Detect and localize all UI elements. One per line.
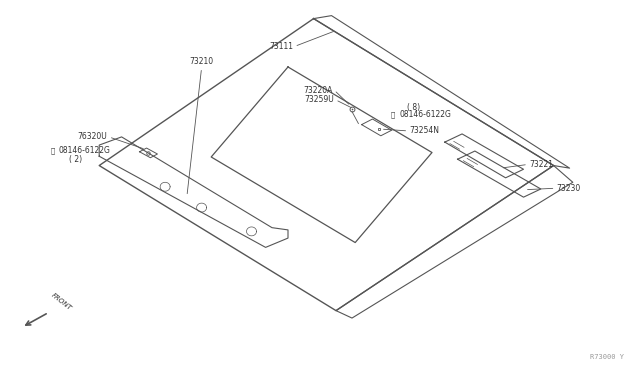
Text: Ⓑ: Ⓑ	[391, 111, 395, 118]
Text: 73220A: 73220A	[303, 86, 333, 94]
Text: 73254N: 73254N	[410, 126, 440, 135]
Text: FRONT: FRONT	[50, 292, 72, 311]
Text: R73000 Y: R73000 Y	[590, 354, 624, 360]
Text: 08146-6122G: 08146-6122G	[399, 110, 451, 119]
Text: 76320U: 76320U	[78, 132, 108, 141]
Text: 73210: 73210	[189, 57, 214, 66]
Text: 73111: 73111	[269, 42, 293, 51]
Text: 73259U: 73259U	[305, 95, 334, 104]
Text: 08146-6122G: 08146-6122G	[59, 146, 111, 155]
Text: 73230: 73230	[557, 184, 581, 193]
Text: 73221: 73221	[529, 160, 553, 169]
Text: ( 2): ( 2)	[69, 155, 83, 164]
Text: Ⓑ: Ⓑ	[51, 147, 54, 154]
Text: ( 8): ( 8)	[407, 103, 420, 112]
